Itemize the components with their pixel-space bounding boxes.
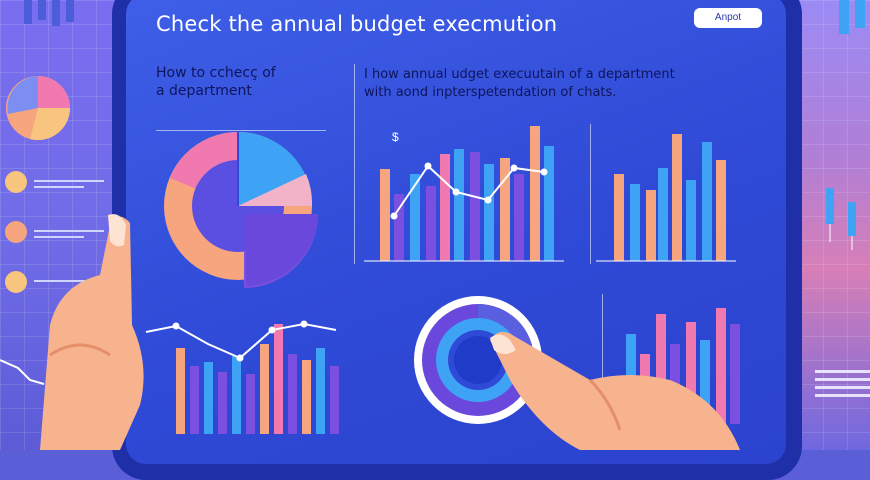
- pointing-hand-icon: [490, 331, 740, 450]
- left-panel-heading: How to cchecç of a department: [156, 64, 276, 100]
- right-mini-bars: [826, 188, 856, 250]
- lower-bar-line-chart: [145, 320, 339, 434]
- right-bar-chart: [596, 134, 736, 262]
- middle-trend-line: [393, 164, 545, 217]
- middle-bar-line-chart: [364, 126, 564, 262]
- middle-bars: [380, 126, 554, 261]
- lower-chart-divider: [602, 294, 603, 424]
- right-stripes: [815, 370, 870, 397]
- top-left-bars: [24, 0, 74, 26]
- panel-divider: [354, 64, 355, 264]
- left-heading-line-2: a department: [156, 83, 252, 99]
- left-hand: [40, 214, 144, 450]
- side-pie-chart-icon: [6, 76, 70, 141]
- right-bar-icons: [839, 0, 865, 34]
- left-heading-line-1: How to cchecç of: [156, 65, 276, 81]
- left-heading-rule: [156, 130, 326, 131]
- budget-pie-chart: [164, 132, 318, 288]
- left-backdrop: [0, 0, 130, 450]
- side-trend-line: [0, 359, 45, 385]
- chart-divider: [590, 124, 591, 264]
- report-button[interactable]: Anpot: [694, 8, 762, 28]
- right-heading-line-2: with aond inpterspetendation of chats.: [364, 85, 617, 100]
- side-toggle-list: [5, 171, 104, 293]
- page-title: Check the annual budget execmution: [156, 12, 558, 36]
- currency-mark: $: [392, 130, 399, 144]
- right-heading-line-1: I how annual udget execuutain of a depar…: [364, 67, 675, 82]
- right-panel-heading: I how annual udget execuutain of a depar…: [364, 66, 675, 102]
